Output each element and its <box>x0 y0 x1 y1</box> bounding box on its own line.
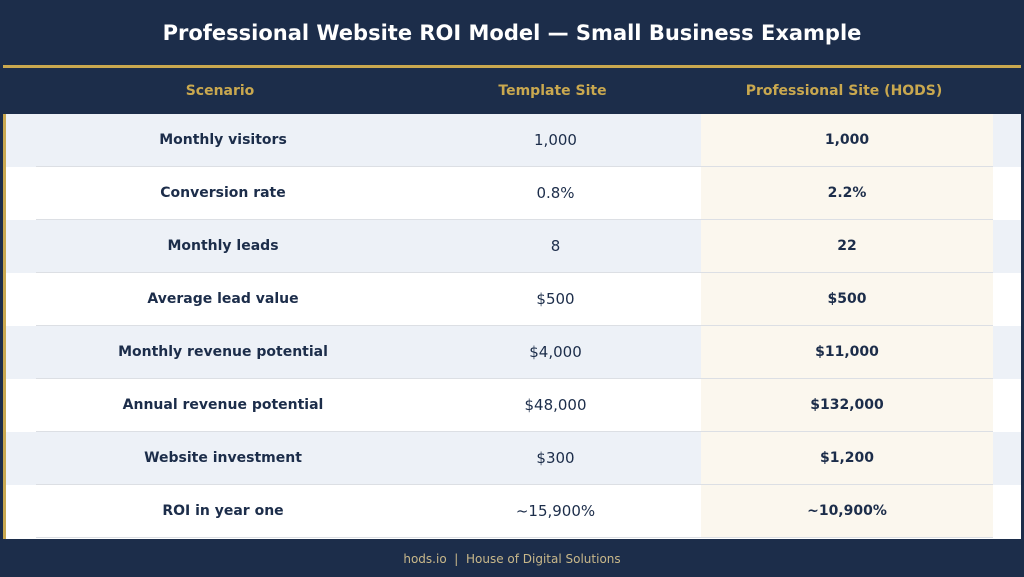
scenario-cell: ROI in year one <box>162 503 284 519</box>
professional-site-cell: 22 <box>701 220 993 272</box>
professional-site-cell: ~10,900% <box>701 485 993 537</box>
table-row: Monthly leads 8 22 <box>6 220 1021 273</box>
header-scenario: Scenario <box>185 83 255 99</box>
table-row: Conversion rate 0.8% 2.2% <box>6 167 1021 220</box>
template-site-cell: 8 <box>550 237 561 255</box>
table-row: Monthly visitors 1,000 1,000 <box>6 114 1021 167</box>
template-site-cell: ~15,900% <box>515 502 596 520</box>
scenario-cell: Website investment <box>144 450 302 466</box>
professional-site-cell: $132,000 <box>701 379 993 431</box>
page-title: Professional Website ROI Model — Small B… <box>162 20 862 45</box>
scenario-cell: Monthly leads <box>167 238 279 254</box>
template-site-cell: $300 <box>536 449 575 467</box>
scenario-cell: Annual revenue potential <box>122 397 324 413</box>
table-row: Annual revenue potential $48,000 $132,000 <box>6 379 1021 432</box>
gold-divider <box>3 65 1021 68</box>
table-row: ROI in year one ~15,900% ~10,900% <box>6 485 1021 538</box>
scenario-cell: Monthly revenue potential <box>118 344 328 360</box>
header-template-site: Template Site <box>498 83 607 99</box>
header-professional-site: Professional Site (HODS) <box>745 83 943 99</box>
template-site-cell: 1,000 <box>534 131 577 149</box>
scenario-cell: Monthly visitors <box>159 132 287 148</box>
professional-site-cell: $11,000 <box>701 326 993 378</box>
template-site-cell: $4,000 <box>529 343 582 361</box>
professional-site-cell: 2.2% <box>701 167 993 219</box>
template-site-cell: $500 <box>536 290 575 308</box>
professional-site-cell: 1,000 <box>701 114 993 166</box>
professional-site-cell: $1,200 <box>701 432 993 484</box>
professional-site-cell: $500 <box>701 273 993 325</box>
table-row: Average lead value $500 $500 <box>6 273 1021 326</box>
table-row: Website investment $300 $1,200 <box>6 432 1021 485</box>
scenario-cell: Conversion rate <box>160 185 286 201</box>
table-header: Scenario Template Site Professional Site… <box>33 68 990 114</box>
footer: hods.io | House of Digital Solutions <box>403 551 621 566</box>
table-row: Monthly revenue potential $4,000 $11,000 <box>6 326 1021 379</box>
template-site-cell: $48,000 <box>524 396 587 414</box>
table-body: Monthly visitors 1,000 1,000 Conversion rat… <box>3 114 1021 539</box>
scenario-cell: Average lead value <box>147 291 299 307</box>
template-site-cell: 0.8% <box>536 184 575 202</box>
